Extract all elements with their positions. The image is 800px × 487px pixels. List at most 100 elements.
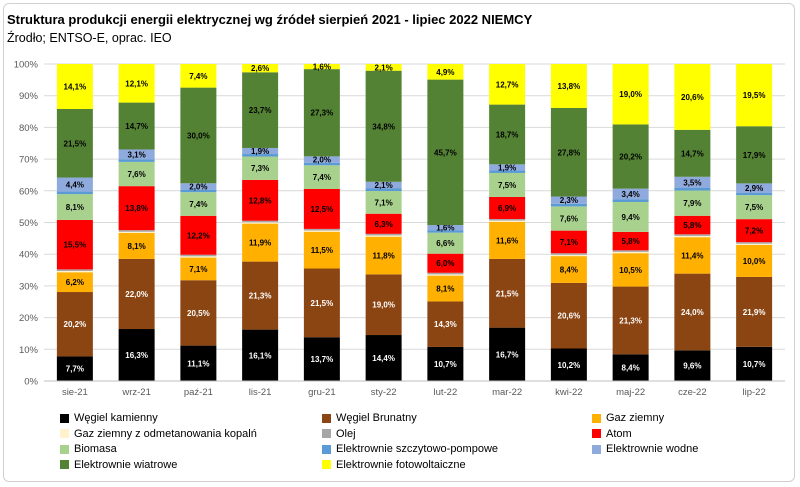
bar-segment (427, 272, 464, 275)
bar-segment (242, 220, 279, 223)
data-label: 11,5% (311, 246, 333, 255)
bar-segment (180, 87, 217, 184)
data-label: 30,0% (187, 131, 210, 140)
bar-segment (56, 191, 93, 195)
data-label: 8,4% (622, 364, 640, 373)
data-label: 20,2% (619, 153, 642, 162)
data-label: 12,5% (311, 205, 334, 214)
y-tick-label: 90% (19, 91, 39, 102)
bar-segment (736, 219, 773, 243)
bar-segment (118, 161, 155, 187)
data-label: 7,4% (189, 200, 207, 209)
bar-segment (56, 177, 93, 192)
bar-segment (674, 187, 711, 191)
bar-segment (550, 64, 587, 108)
bar-segment (56, 270, 93, 273)
legend-item: Węgiel Brunatny (322, 412, 417, 424)
data-label: 19,0% (372, 301, 395, 310)
bar-segment (736, 243, 773, 246)
bar-segment (674, 234, 711, 236)
legend-item: Olej (322, 428, 356, 440)
data-label: 45,7% (434, 148, 457, 157)
bar-segment (612, 124, 649, 189)
bar-segment (303, 228, 340, 231)
bar-segment (180, 345, 217, 381)
bar-segment (303, 165, 340, 189)
legend-label: Węgiel Brunatny (336, 412, 417, 424)
y-tick-label: 100% (14, 60, 39, 71)
x-tick-label: cze-22 (678, 387, 707, 398)
bar-segment (550, 256, 587, 283)
data-label: 4,4% (66, 181, 84, 190)
data-label: 10,2% (558, 361, 581, 370)
x-tick-label: lip-22 (743, 387, 766, 398)
bar-segment (736, 245, 773, 277)
legend-item: Elektrownie fotowoltaiczne (322, 459, 466, 471)
bar-segment (365, 188, 402, 192)
bar-segment (427, 64, 464, 80)
x-tick-label: lis-21 (249, 387, 272, 398)
data-label: 16,3% (125, 351, 148, 360)
data-label: 2,1% (375, 181, 393, 190)
data-label: 17,9% (743, 151, 766, 160)
bar-segment (303, 156, 340, 163)
bar-segment (56, 108, 93, 178)
bar-segment (118, 258, 155, 330)
data-label: 1,6% (436, 224, 454, 233)
x-tick-label: mar-22 (492, 387, 522, 398)
bar-segment (612, 199, 649, 202)
bar-segment (303, 69, 340, 157)
legend-label: Gaz ziemny z odmetanowania kopalń (74, 427, 257, 440)
y-tick-label: 50% (19, 218, 39, 229)
legend-swatch (322, 429, 331, 438)
data-label: 8,4% (560, 265, 578, 274)
data-label: 7,3% (251, 164, 269, 173)
bar-segment (180, 189, 217, 193)
bar-segment (674, 237, 711, 274)
bar-segment (242, 223, 279, 262)
y-tick-label: 0% (24, 377, 38, 388)
data-label: 6,3% (375, 220, 393, 229)
y-tick-label: 70% (19, 155, 39, 166)
data-label: 10,7% (743, 360, 766, 369)
bar-segment (427, 274, 464, 276)
bar-segment (242, 154, 279, 157)
x-tick-label: kwi-22 (555, 387, 582, 398)
bar-segment (736, 192, 773, 196)
bar-segment (674, 350, 711, 381)
data-label: 2,1% (375, 63, 393, 72)
bar-segment (427, 225, 464, 231)
legend-swatch (60, 429, 69, 438)
bar-segment (118, 159, 155, 162)
bar-segment (118, 233, 155, 259)
data-label: 23,7% (249, 106, 272, 115)
data-label: 20,5% (187, 309, 210, 318)
bar-segment (427, 232, 464, 254)
bar-segment (56, 272, 93, 293)
data-label: 9,4% (622, 213, 640, 222)
bar-segment (56, 219, 93, 270)
data-label: 21,3% (249, 292, 272, 301)
bar-segment (550, 107, 587, 197)
bar-segment (180, 192, 217, 216)
data-label: 9,6% (683, 362, 701, 371)
bar-segment (674, 273, 711, 351)
x-tick-label: sty-22 (371, 387, 397, 398)
data-label: 21,3% (619, 316, 642, 325)
bar-segment (489, 170, 526, 173)
bar-segment (674, 64, 711, 130)
data-label: 12,8% (249, 196, 272, 205)
data-label: 19,0% (619, 90, 642, 99)
bar-segment (550, 230, 587, 254)
bar-segment (612, 201, 649, 232)
data-label: 27,3% (311, 109, 334, 118)
bar-segment (118, 329, 155, 381)
data-label: 5,8% (683, 221, 701, 230)
data-label: 7,5% (498, 181, 516, 190)
bar-segment (242, 222, 279, 224)
legend-item: Elektrownie wiatrowe (60, 459, 177, 471)
data-label: 20,6% (558, 312, 581, 321)
legend-label: Elektrownie wodne (606, 443, 699, 455)
bar-segment (365, 191, 402, 214)
data-label: 13,8% (558, 82, 581, 91)
